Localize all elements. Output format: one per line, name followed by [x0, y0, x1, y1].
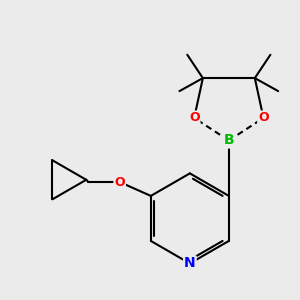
Text: N: N [184, 256, 196, 270]
Text: B: B [224, 134, 234, 148]
Text: O: O [189, 112, 200, 124]
Text: O: O [114, 176, 125, 188]
Text: O: O [258, 112, 269, 124]
